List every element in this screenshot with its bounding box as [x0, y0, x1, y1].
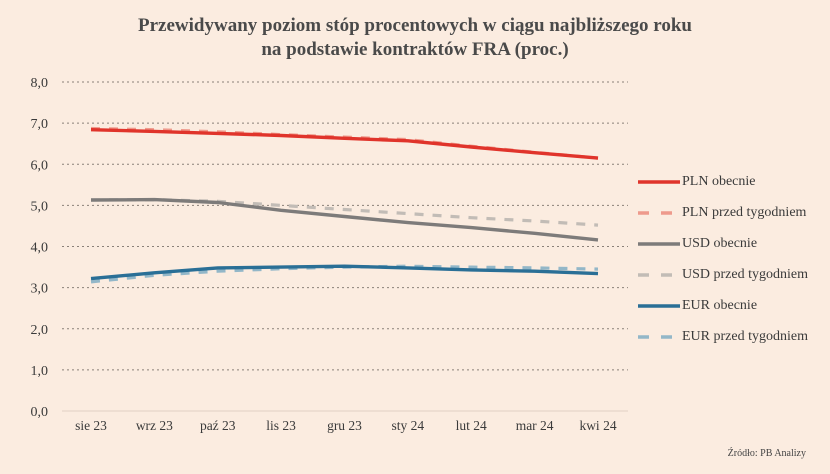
dashed-line-swatch-icon: [638, 334, 680, 339]
x-tick-label: mar 24: [516, 418, 554, 433]
legend-label: EUR przed tygodniem: [682, 328, 808, 344]
series-line-usd-przed-tygodniem: [90, 198, 599, 227]
x-tick-label: wrz 23: [136, 418, 173, 433]
y-tick-label: 8,0: [31, 76, 49, 91]
y-tick-label: 6,0: [31, 158, 49, 173]
legend-item: PLN przed tygodniem: [636, 197, 808, 228]
source-note: Źródło: PB Analizy: [727, 448, 806, 459]
y-tick-label: 3,0: [31, 282, 49, 297]
y-tick-label: 1,0: [31, 364, 49, 379]
legend-label: USD przed tygodniem: [682, 266, 808, 282]
title-line-2: na podstawie kontraktów FRA (proc.): [261, 39, 569, 60]
x-tick-label: gru 23: [327, 418, 362, 433]
series-line-usd-obecnie: [90, 197, 599, 242]
y-tick-label: 0,0: [31, 405, 49, 420]
x-tick-label: sty 24: [392, 418, 425, 433]
legend: PLN obecnie PLN przed tygodniem USD obecni…: [636, 166, 808, 352]
gridlines: [62, 81, 628, 412]
legend-label: USD obecnie: [682, 235, 758, 251]
dashed-line-swatch-icon: [638, 210, 680, 215]
x-tick-label: lut 24: [456, 418, 487, 433]
legend-label: PLN obecnie: [682, 173, 756, 189]
solid-line-swatch-icon: [638, 303, 680, 308]
x-axis-ticks: sie 23 wrz 23 paź 23 lis 23 gru 23 sty 24 lut …: [75, 418, 617, 433]
legend-item: EUR obecnie: [636, 290, 808, 321]
y-tick-label: 4,0: [31, 241, 49, 256]
y-tick-label: 7,0: [31, 117, 49, 132]
x-tick-label: lis 23: [266, 418, 296, 433]
y-axis-ticks: 0,0 1,0 2,0 3,0 4,0 5,0 6,0 7,0 8,0: [31, 76, 49, 420]
series-lines: [90, 126, 599, 284]
series-line-pln-obecnie: [90, 128, 599, 160]
series-line-eur-obecnie: [90, 264, 599, 281]
dashed-line-swatch-icon: [638, 272, 680, 277]
y-tick-label: 2,0: [31, 323, 49, 338]
x-tick-label: paź 23: [200, 418, 236, 433]
legend-label: EUR obecnie: [682, 297, 758, 313]
legend-label: PLN przed tygodniem: [682, 204, 807, 220]
solid-line-swatch-icon: [638, 241, 680, 246]
title-line-1: Przewidywany poziom stóp procentowych w …: [138, 15, 692, 36]
chart-title: Przewidywany poziom stóp procentowych w …: [0, 14, 830, 62]
legend-item: PLN obecnie: [636, 166, 808, 197]
series-line-eur-przed-tygodniem: [90, 264, 599, 284]
x-tick-label: sie 23: [75, 418, 107, 433]
legend-item: USD przed tygodniem: [636, 259, 808, 290]
legend-item: EUR przed tygodniem: [636, 321, 808, 352]
x-tick-label: kwi 24: [579, 418, 616, 433]
legend-item: USD obecnie: [636, 228, 808, 259]
solid-line-swatch-icon: [638, 179, 680, 184]
y-tick-label: 5,0: [31, 199, 49, 214]
